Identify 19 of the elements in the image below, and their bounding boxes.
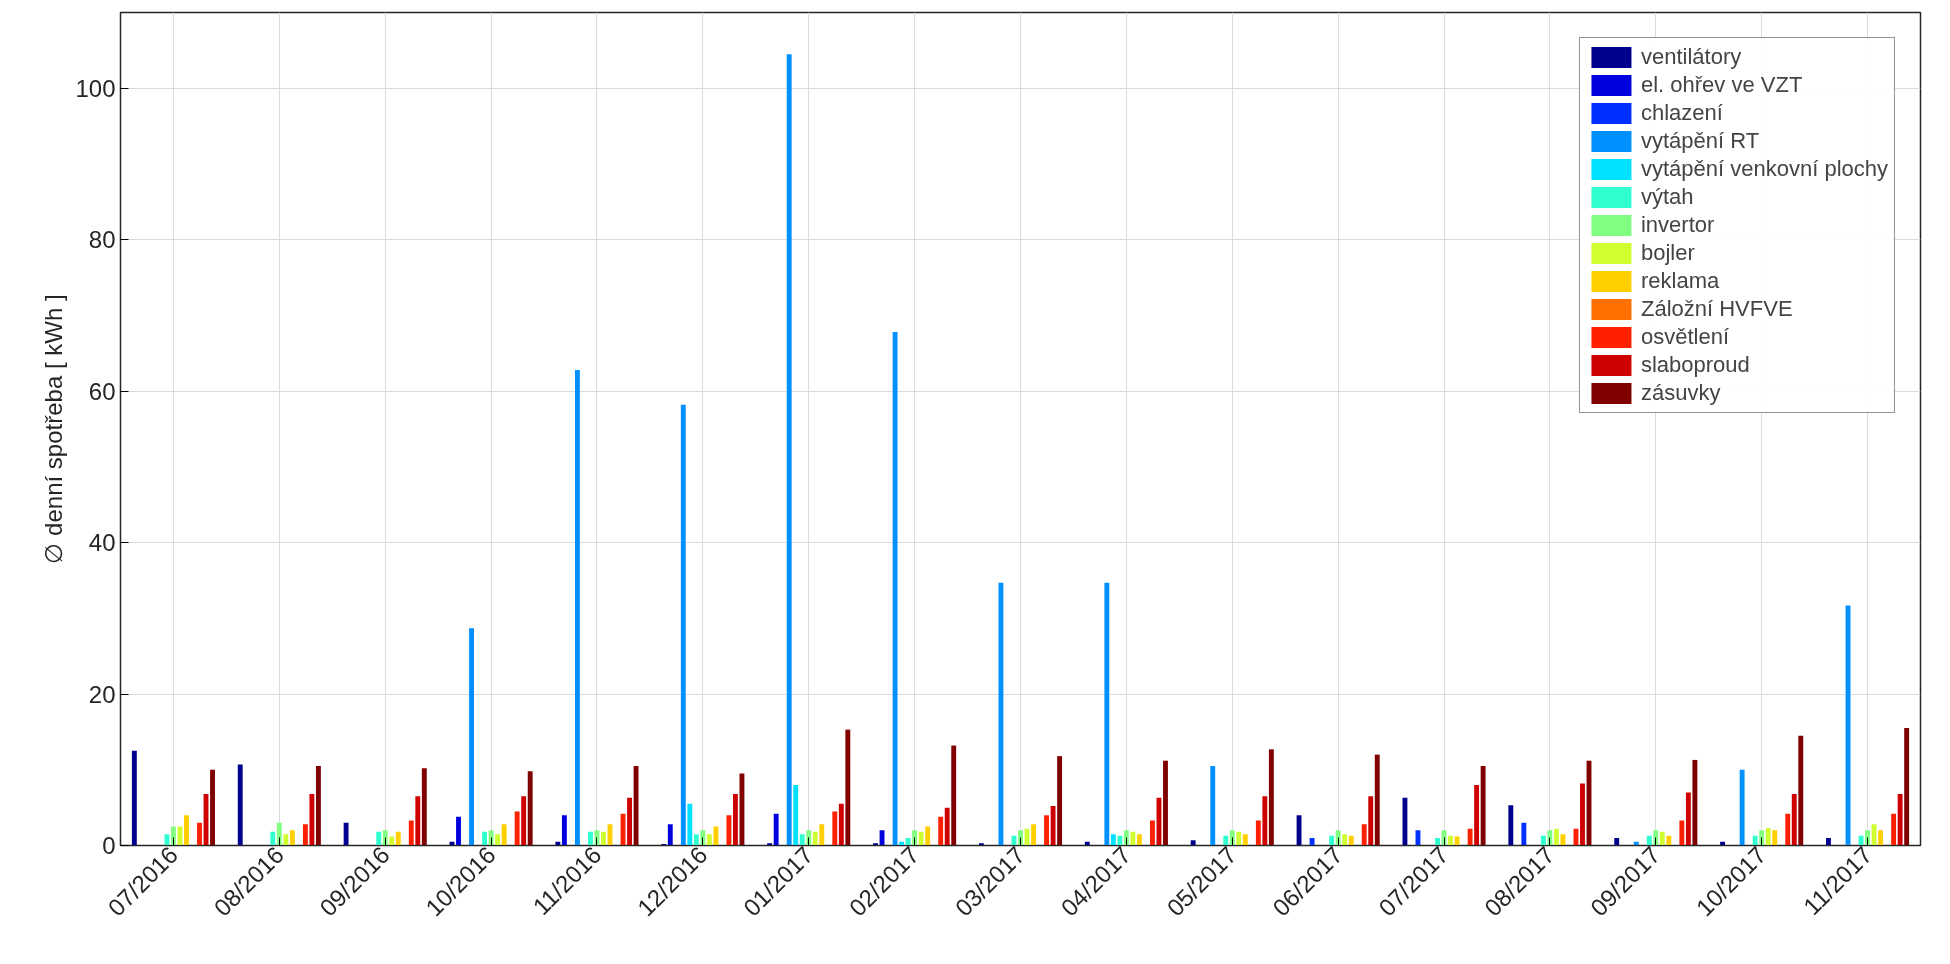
- legend-label: bojler: [1640, 240, 1695, 266]
- legend-label: výtah: [1640, 184, 1694, 210]
- legend-label: zásuvky: [1640, 380, 1721, 406]
- y-axis-title: ∅ denní spotřeba [ kWh ]: [40, 294, 68, 564]
- y-tick-label: 100: [75, 74, 116, 102]
- y-tick-label: 20: [88, 680, 116, 708]
- legend-label: ventilátory: [1640, 44, 1742, 70]
- y-tick-label: 60: [88, 377, 116, 405]
- legend-label: el. ohřev ve VZT: [1640, 72, 1803, 98]
- y-tick-label: 80: [88, 226, 116, 254]
- legend-label: invertor: [1640, 212, 1715, 238]
- legend-label: vytápění venkovní plochy: [1640, 156, 1888, 182]
- legend-label: slaboproud: [1640, 352, 1750, 378]
- y-tick-label: 40: [88, 529, 116, 557]
- legend-label: vytápění RT: [1640, 128, 1760, 154]
- legend-label: Záložní HVFVE: [1640, 296, 1793, 322]
- legend-label: osvětlení: [1640, 324, 1730, 350]
- legend-label: chlazení: [1640, 100, 1723, 126]
- legend-label: reklama: [1640, 268, 1720, 294]
